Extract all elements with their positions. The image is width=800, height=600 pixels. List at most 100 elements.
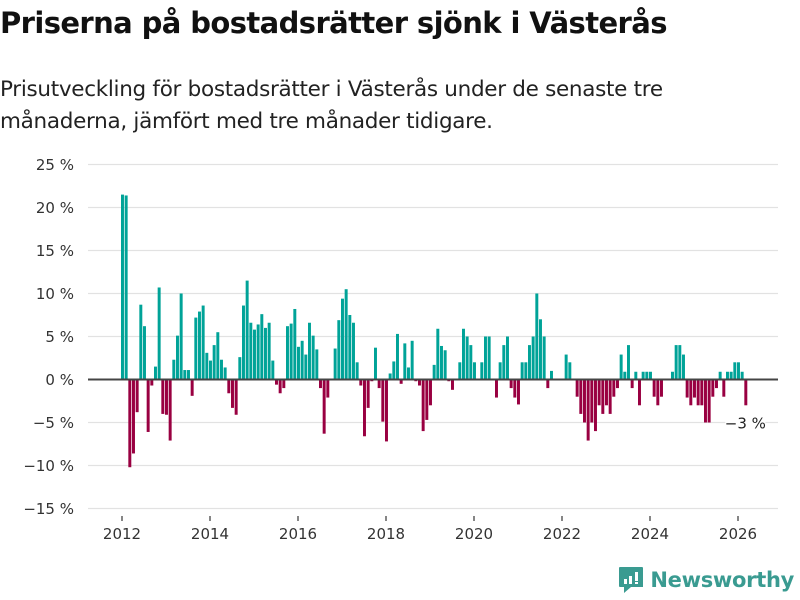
bar (425, 379, 429, 420)
bar (286, 326, 289, 380)
bar (612, 379, 616, 397)
bar (451, 379, 454, 390)
bar (187, 370, 190, 380)
bar (458, 362, 462, 380)
bar (605, 379, 608, 406)
bar (579, 379, 583, 414)
bar (696, 379, 700, 406)
bar (678, 345, 682, 380)
bar (509, 379, 513, 389)
bar (297, 346, 300, 380)
bar (392, 361, 396, 380)
bar (513, 379, 517, 398)
bar (242, 305, 245, 380)
bar (564, 354, 568, 380)
bar (176, 335, 179, 380)
bar (319, 379, 322, 389)
bar (480, 362, 484, 380)
bar (132, 379, 135, 454)
bar (715, 379, 718, 389)
bar (627, 345, 630, 380)
bar (198, 311, 201, 380)
bar (150, 379, 154, 386)
bar (418, 379, 421, 386)
x-tick-label: 2024 (631, 525, 669, 543)
bar (161, 379, 165, 414)
bar (473, 362, 476, 380)
bar (671, 371, 674, 380)
bar (212, 345, 216, 380)
bar (124, 195, 128, 380)
bar (385, 379, 388, 442)
bar (535, 293, 539, 380)
x-tick-label: 2012 (103, 525, 141, 543)
bar (165, 379, 168, 415)
bar (484, 336, 487, 380)
bar (304, 354, 308, 380)
bar-chart-speech-icon (619, 567, 644, 593)
bar (366, 379, 370, 408)
bar (275, 379, 278, 385)
bar (359, 379, 363, 386)
bar (674, 345, 678, 380)
bar (172, 359, 176, 380)
bar (190, 379, 194, 396)
bar (388, 373, 392, 380)
bar (396, 333, 399, 380)
bar (264, 327, 267, 380)
bar (744, 379, 748, 406)
bar (253, 329, 256, 380)
bar (594, 379, 597, 432)
y-tick-label: 0 % (45, 371, 74, 389)
bar (326, 379, 330, 398)
annotation-backdrop (725, 414, 766, 431)
bar (517, 379, 520, 405)
bar (718, 371, 722, 380)
bar (630, 379, 634, 389)
bar (421, 379, 425, 432)
bar (601, 379, 605, 414)
bar (282, 379, 286, 389)
bar (520, 362, 524, 380)
x-axis: 2012 2014 2016 2018 2020 2022 2024 2026 (103, 516, 757, 543)
bar (597, 379, 601, 406)
bar (638, 379, 641, 406)
bar (183, 370, 187, 380)
y-tick-label: 5 % (45, 328, 74, 346)
x-tick-label: 2026 (719, 525, 757, 543)
bar (619, 354, 623, 380)
bar (623, 371, 627, 380)
x-tick-label: 2018 (367, 525, 405, 543)
bar (568, 362, 572, 380)
bar (238, 357, 242, 380)
bar (429, 379, 432, 406)
x-tick-label: 2016 (279, 525, 317, 543)
bar (322, 379, 326, 434)
bar (300, 340, 304, 380)
bars (121, 194, 748, 468)
bar (542, 336, 546, 380)
bar (506, 336, 509, 380)
bar (682, 354, 685, 380)
y-tick-label: 10 % (36, 285, 74, 303)
bar (707, 379, 711, 423)
bar (443, 350, 447, 380)
bar (645, 371, 649, 380)
bar (245, 280, 249, 380)
bar (341, 298, 344, 380)
bar (616, 379, 619, 389)
bar (733, 362, 737, 380)
bar (498, 362, 502, 380)
bar (220, 359, 223, 380)
brand-name: Newsworthy (650, 568, 794, 592)
bar (462, 328, 465, 380)
bar (399, 379, 403, 384)
bar (333, 348, 337, 380)
bar (260, 314, 264, 380)
gridlines (88, 163, 778, 510)
bar (546, 379, 550, 389)
bar (194, 317, 198, 380)
bar (539, 319, 542, 380)
bar (234, 379, 238, 415)
last-value-annotation: −3 % (725, 415, 766, 433)
